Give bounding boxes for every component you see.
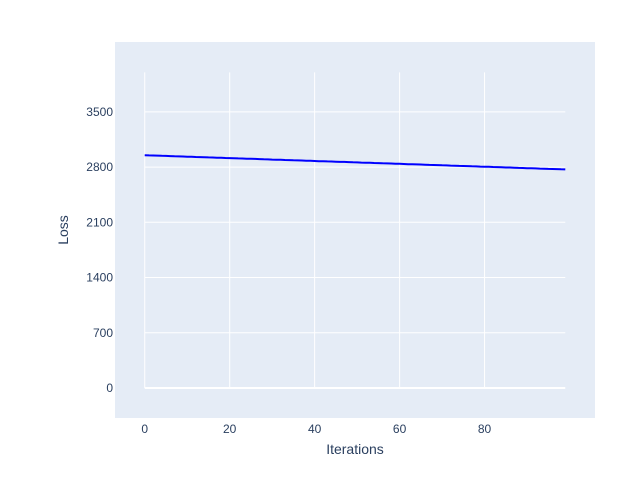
y-tick-label: 2800 xyxy=(86,160,113,174)
y-tick-label: 0 xyxy=(106,381,113,395)
y-tick-label: 3500 xyxy=(86,105,113,119)
y-tick-label: 2100 xyxy=(86,215,113,229)
y-tick-label: 700 xyxy=(93,326,113,340)
x-tick-label: 80 xyxy=(478,422,492,436)
x-axis-title: Iterations xyxy=(326,441,384,457)
y-axis-title: Loss xyxy=(55,215,71,245)
x-tick-label: 20 xyxy=(223,422,237,436)
x-tick-label: 40 xyxy=(308,422,322,436)
tick-labels: 0 20 40 60 80 0 700 1400 2100 2800 3500 xyxy=(86,105,491,436)
x-tick-label: 0 xyxy=(141,422,148,436)
loss-series-line xyxy=(144,154,566,171)
x-tick-label: 60 xyxy=(393,422,407,436)
y-tick-label: 1400 xyxy=(86,271,113,285)
plot-area xyxy=(115,42,595,418)
series-lines xyxy=(144,154,566,171)
